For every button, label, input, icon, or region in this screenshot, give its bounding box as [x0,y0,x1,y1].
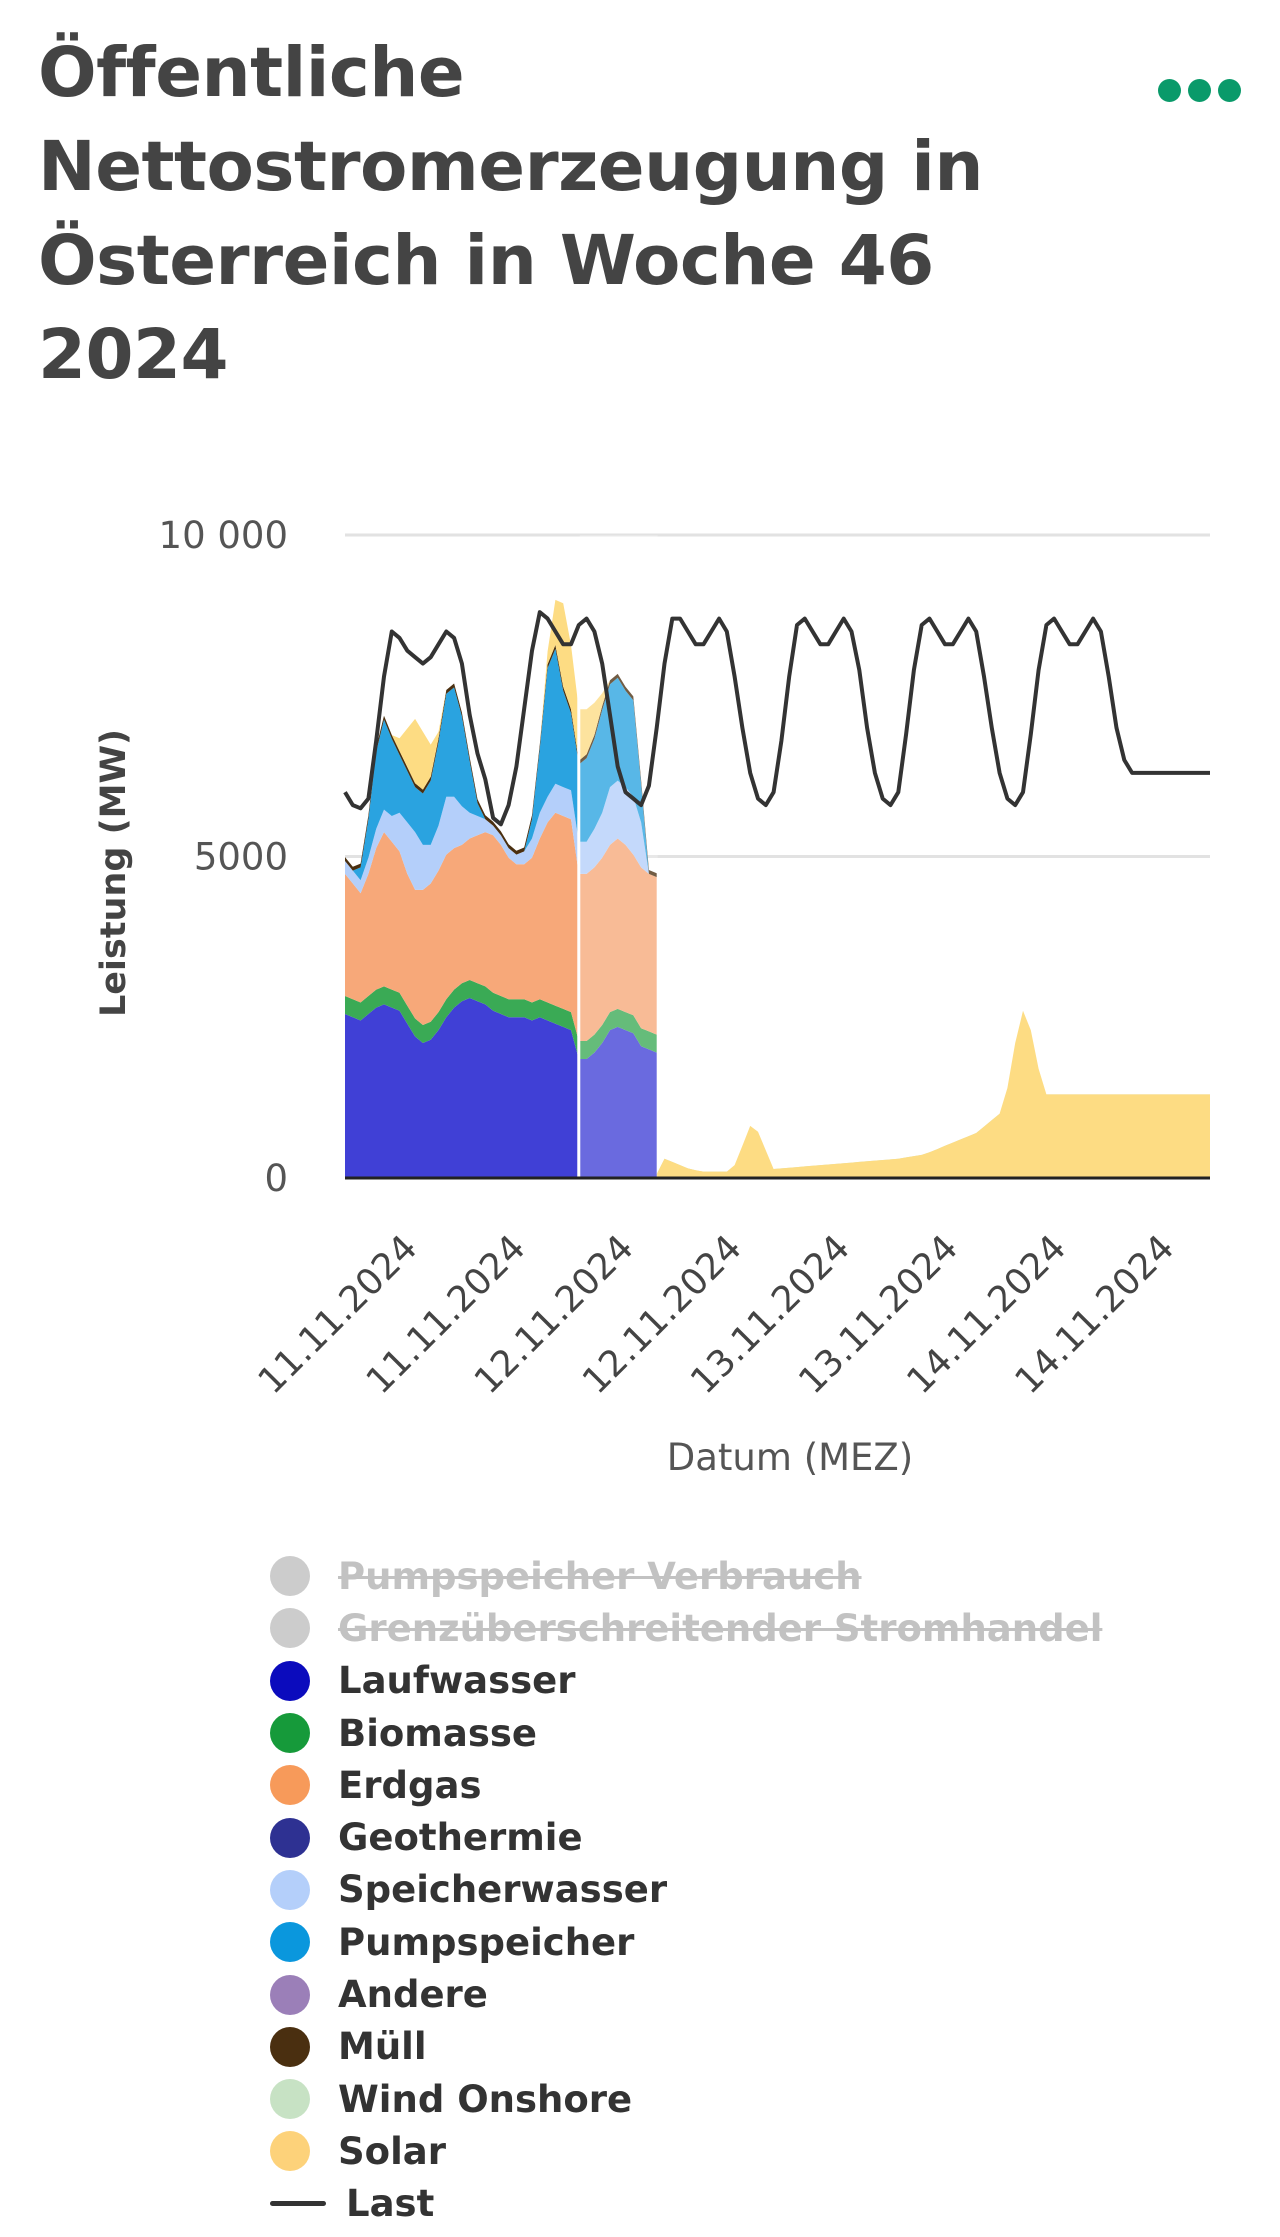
legend-label: Laufwasser [338,1659,576,1703]
legend-item-pumpspeicher-verbrauch[interactable]: Pumpspeicher Verbrauch [270,1550,1102,1602]
more-dots-icon[interactable] [1158,72,1248,108]
menu-dot [1158,78,1181,102]
legend-circle-icon [270,1922,310,1963]
legend-label: Biomasse [338,1711,537,1755]
y-axis-label: Leistung (MW) [94,729,134,1017]
legend-label: Andere [338,1973,488,2017]
legend-item-pumpspeicher[interactable]: Pumpspeicher [270,1916,1102,1968]
legend-label: Pumpspeicher [338,1920,635,1964]
legend-circle-icon [270,1556,310,1597]
legend-item-biomasse[interactable]: Biomasse [270,1707,1102,1759]
legend-label: Erdgas [338,1763,482,1807]
y-axis-ticks: 0 5000 10 000 [159,514,288,1200]
legend-label: Müll [338,2025,427,2069]
legend-label: Pumpspeicher Verbrauch [338,1554,862,1598]
legend-item-erdgas[interactable]: Erdgas [270,1759,1102,1811]
legend-item-wind-onshore[interactable]: Wind Onshore [270,2073,1102,2125]
area-solar-forecast [656,1010,1210,1178]
legend-circle-icon [270,1765,310,1806]
legend-circle-icon [270,1608,310,1649]
legend-label: Solar [338,2129,446,2173]
legend-item-speicherwasser[interactable]: Speicherwasser [270,1864,1102,1916]
area-solar [345,599,657,874]
y-tick-label: 5000 [194,836,288,879]
legend-circle-icon [270,1713,310,1754]
forecast-overlay [579,535,658,1178]
load-line [343,610,1210,827]
legend-item-last[interactable]: Last [270,2178,1102,2230]
legend-circle-icon [270,2079,310,2120]
menu-dot [1188,78,1211,102]
legend-label: Last [346,2182,435,2226]
line-last [343,610,1210,827]
legend-label: Speicherwasser [338,1868,668,1912]
x-axis-label: Datum (MEZ) [667,1436,913,1479]
legend-item-laufwasser[interactable]: Laufwasser [270,1655,1102,1707]
area-series [345,535,1210,1178]
legend-circle-icon [270,1869,310,1910]
legend-item-solar[interactable]: Solar [270,2125,1102,2177]
y-tick-label: 0 [264,1157,288,1200]
legend-circle-icon [270,1974,310,2015]
legend-label: Wind Onshore [338,2077,633,2121]
legend-item-geothermie[interactable]: Geothermie [270,1811,1102,1863]
legend-circle-icon [270,2026,310,2067]
chart: 0 5000 10 000 11.11.202411.11.202412.11.20… [94,514,1210,1479]
legend-item-grenz-berschreitender-stromhandel[interactable]: Grenzüberschreitender Stromhandel [270,1602,1102,1654]
legend-label: Geothermie [338,1816,583,1860]
area-biomasse [345,980,657,1059]
legend-circle-icon [270,1817,310,1858]
x-axis-ticks: 11.11.202411.11.202412.11.202412.11.2024… [251,1227,1183,1402]
legend-label: Grenzüberschreitender Stromhandel [338,1606,1103,1650]
page-title: Öffentliche Nettostromerzeugung in Öster… [38,33,984,395]
legend-item-andere[interactable]: Andere [270,1968,1102,2020]
legend-circle-icon [270,2131,310,2172]
legend-item-m-ll[interactable]: Müll [270,2021,1102,2073]
legend-line-icon [270,2201,326,2207]
menu-dot [1218,78,1241,102]
legend-circle-icon [270,1660,310,1701]
y-tick-label: 10 000 [159,514,288,557]
legend: Pumpspeicher Verbrauch Grenzüberschreiten… [270,1550,1102,2230]
